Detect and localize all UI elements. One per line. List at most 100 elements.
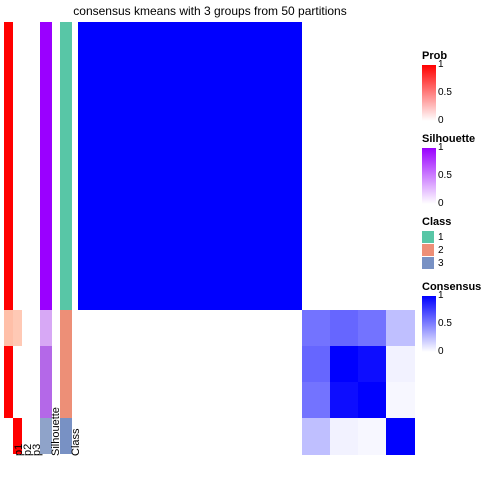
heatmap-cell — [162, 238, 191, 275]
heatmap-cell — [106, 310, 135, 347]
heatmap-cell — [78, 382, 107, 419]
heatmap-cell — [330, 310, 359, 347]
class-item: 1 — [422, 231, 500, 243]
anno-cell — [22, 310, 31, 346]
tick: 0 — [438, 347, 444, 357]
heatmap-cell — [106, 22, 135, 59]
heatmap-cell — [106, 94, 135, 131]
col-label-silhouette: Silhouette — [50, 407, 62, 456]
heatmap-cell — [106, 346, 135, 383]
consensus-heatmap — [78, 22, 414, 454]
heatmap-cell — [330, 130, 359, 167]
heatmap-cell — [246, 238, 275, 275]
heatmap-cell — [330, 22, 359, 59]
anno-col-silhouette — [40, 22, 52, 454]
heatmap-cell — [162, 94, 191, 131]
legend-title: Prob — [422, 50, 500, 62]
heatmap-cell — [106, 238, 135, 275]
heatmap-cell — [190, 58, 219, 95]
heatmap-cell — [246, 274, 275, 311]
anno-cell — [13, 22, 22, 58]
heatmap-cell — [218, 130, 247, 167]
heatmap-cell — [78, 274, 107, 311]
heatmap-cell — [246, 202, 275, 239]
anno-cell — [60, 202, 72, 238]
anno-cell — [60, 166, 72, 202]
heatmap-cell — [358, 130, 387, 167]
heatmap-cell — [274, 94, 303, 131]
heatmap-cell — [302, 58, 331, 95]
anno-cell — [22, 58, 31, 94]
heatmap-cell — [162, 130, 191, 167]
heatmap-cell — [302, 274, 331, 311]
anno-cell — [4, 166, 13, 202]
anno-cell — [4, 202, 13, 238]
heatmap-cell — [106, 202, 135, 239]
heatmap-cell — [386, 202, 415, 239]
anno-cell — [13, 310, 22, 346]
anno-cell — [60, 94, 72, 130]
heatmap-cell — [358, 166, 387, 203]
heatmap-cell — [246, 310, 275, 347]
heatmap-cell — [78, 238, 107, 275]
class-swatch — [422, 257, 434, 269]
heatmap-cell — [386, 310, 415, 347]
heatmap-cell — [330, 58, 359, 95]
anno-cell — [60, 310, 72, 346]
heatmap-cell — [386, 22, 415, 59]
anno-cell — [60, 58, 72, 94]
anno-cell — [22, 274, 31, 310]
anno-cell — [22, 130, 31, 166]
anno-cell — [4, 274, 13, 310]
anno-col-p2 — [13, 22, 22, 454]
heatmap-cell — [358, 58, 387, 95]
col-label-class: Class — [70, 428, 82, 456]
anno-cell — [4, 22, 13, 58]
heatmap-cell — [106, 382, 135, 419]
anno-cell — [13, 346, 22, 382]
heatmap-cell — [190, 130, 219, 167]
heatmap-cell — [386, 130, 415, 167]
heatmap-cell — [190, 202, 219, 239]
heatmap-cell — [386, 166, 415, 203]
heatmap-cell — [134, 274, 163, 311]
heatmap-cell — [190, 94, 219, 131]
heatmap-cell — [330, 94, 359, 131]
heatmap-cell — [78, 58, 107, 95]
plot-title: consensus kmeans with 3 groups from 50 p… — [0, 4, 420, 18]
anno-cell — [40, 166, 52, 202]
heatmap-cell — [386, 94, 415, 131]
legend-title: Consensus — [422, 281, 500, 293]
heatmap-cell — [330, 382, 359, 419]
heatmap-cell — [302, 166, 331, 203]
heatmap-cell — [386, 382, 415, 419]
heatmap-cell — [218, 238, 247, 275]
heatmap-cell — [246, 94, 275, 131]
heatmap-cell — [274, 22, 303, 59]
heatmap-cell — [134, 202, 163, 239]
anno-cell — [13, 94, 22, 130]
heatmap-cell — [78, 166, 107, 203]
anno-col-p3 — [22, 22, 31, 454]
tick: 1 — [438, 291, 444, 301]
legend-class: Class123 — [422, 216, 500, 269]
anno-cell — [13, 238, 22, 274]
heatmap-cell — [190, 22, 219, 59]
anno-cell — [4, 94, 13, 130]
heatmap-cell — [106, 130, 135, 167]
anno-cell — [13, 58, 22, 94]
heatmap-cell — [302, 346, 331, 383]
heatmap-cell — [358, 346, 387, 383]
heatmap-cell — [190, 310, 219, 347]
anno-cell — [22, 238, 31, 274]
class-item: 2 — [422, 244, 500, 256]
heatmap-cell — [302, 418, 331, 455]
heatmap-cell — [134, 418, 163, 455]
heatmap-cell — [274, 382, 303, 419]
heatmap-cell — [78, 94, 107, 131]
heatmap-cell — [218, 418, 247, 455]
heatmap-cell — [162, 166, 191, 203]
heatmap-cell — [190, 238, 219, 275]
heatmap-cell — [358, 382, 387, 419]
heatmap-cell — [162, 382, 191, 419]
